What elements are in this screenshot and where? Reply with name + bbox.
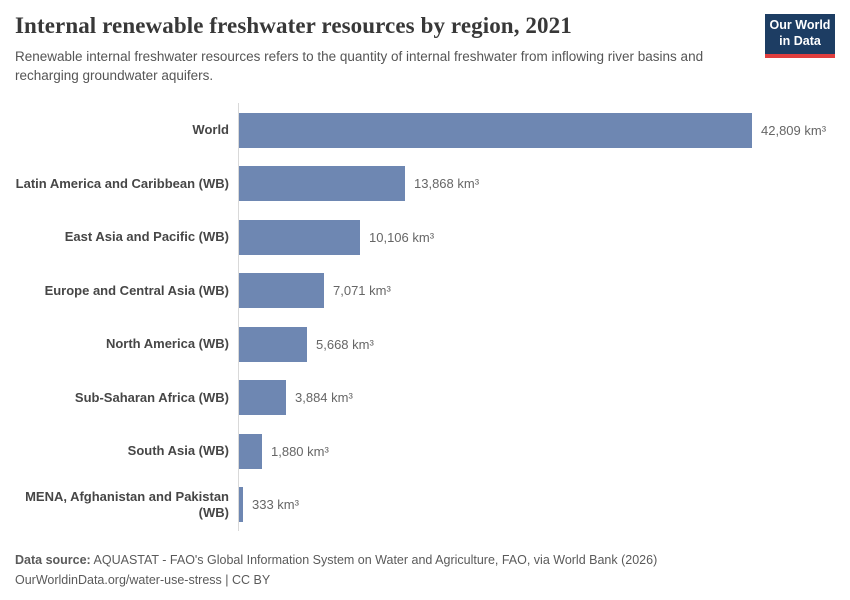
bar-track: 42,809 km³	[238, 103, 835, 157]
chart-row: World 42,809 km³	[15, 103, 835, 157]
data-source-label: Data source:	[15, 553, 91, 567]
value-label: 1,880 km³	[271, 443, 329, 459]
category-label: East Asia and Pacific (WB)	[64, 229, 229, 245]
value-label: 333 km³	[252, 497, 299, 513]
value-label: 10,106 km³	[369, 229, 435, 245]
value-label: 5,668 km³	[316, 336, 374, 352]
owid-logo-line2: in Data	[779, 34, 821, 48]
bar-track: 13,868 km³	[238, 156, 835, 211]
value-label: 7,071 km³	[333, 283, 391, 299]
bar-track: 1,880 km³	[238, 424, 835, 478]
category-label: Sub-Saharan Africa (WB)	[74, 389, 229, 405]
value-label: 3,884 km³	[295, 390, 353, 406]
category-label: Latin America and Caribbean (WB)	[15, 175, 229, 191]
category-label: North America (WB)	[105, 336, 229, 352]
bar[interactable]	[239, 487, 243, 523]
chart-row: Sub-Saharan Africa (WB) 3,884 km³	[15, 370, 835, 425]
bar[interactable]	[239, 326, 307, 362]
license-line[interactable]: OurWorldinData.org/water-use-stress | CC…	[15, 573, 271, 587]
bar[interactable]	[239, 219, 360, 255]
title-block: Internal renewable freshwater resources …	[15, 12, 745, 85]
header: Internal renewable freshwater resources …	[15, 12, 835, 85]
bar-track: 3,884 km³	[238, 370, 835, 425]
bar-track: 7,071 km³	[238, 263, 835, 318]
data-source-text: AQUASTAT - FAO's Global Information Syst…	[90, 553, 658, 567]
page-title: Internal renewable freshwater resources …	[15, 13, 572, 38]
bar[interactable]	[239, 166, 405, 202]
bar-track: 10,106 km³	[238, 210, 835, 264]
bar-track: 5,668 km³	[238, 317, 835, 371]
chart-row: MENA, Afghanistan and Pakistan (WB) 333 k…	[15, 477, 835, 532]
data-source-line: Data source: AQUASTAT - FAO's Global Inf…	[15, 550, 835, 570]
category-label: Europe and Central Asia (WB)	[44, 282, 229, 298]
chart-row: North America (WB) 5,668 km³	[15, 317, 835, 371]
category-label: World	[192, 122, 229, 138]
chart-row: Europe and Central Asia (WB) 7,071 km³	[15, 263, 835, 318]
bar-track: 333 km³	[238, 477, 835, 532]
bar-chart: World 42,809 km³ Latin America and Caribbe…	[15, 91, 835, 544]
bar[interactable]	[239, 112, 752, 148]
value-label: 13,868 km³	[414, 176, 480, 192]
chart-subtitle: Renewable internal freshwater resources …	[15, 48, 704, 83]
value-label: 42,809 km³	[761, 122, 827, 138]
chart-row: Latin America and Caribbean (WB) 13,868 k…	[15, 156, 835, 211]
owid-logo[interactable]: Our World in Data	[765, 14, 835, 58]
chart-row: East Asia and Pacific (WB) 10,106 km³	[15, 210, 835, 264]
footer: Data source: AQUASTAT - FAO's Global Inf…	[15, 544, 835, 590]
chart-row: South Asia (WB) 1,880 km³	[15, 424, 835, 478]
category-label: MENA, Afghanistan and Pakistan (WB)	[25, 489, 229, 520]
bar[interactable]	[239, 273, 324, 309]
category-label: South Asia (WB)	[127, 443, 229, 459]
bar[interactable]	[239, 380, 286, 416]
owid-logo-line1: Our World	[769, 18, 831, 33]
bar[interactable]	[239, 433, 262, 469]
